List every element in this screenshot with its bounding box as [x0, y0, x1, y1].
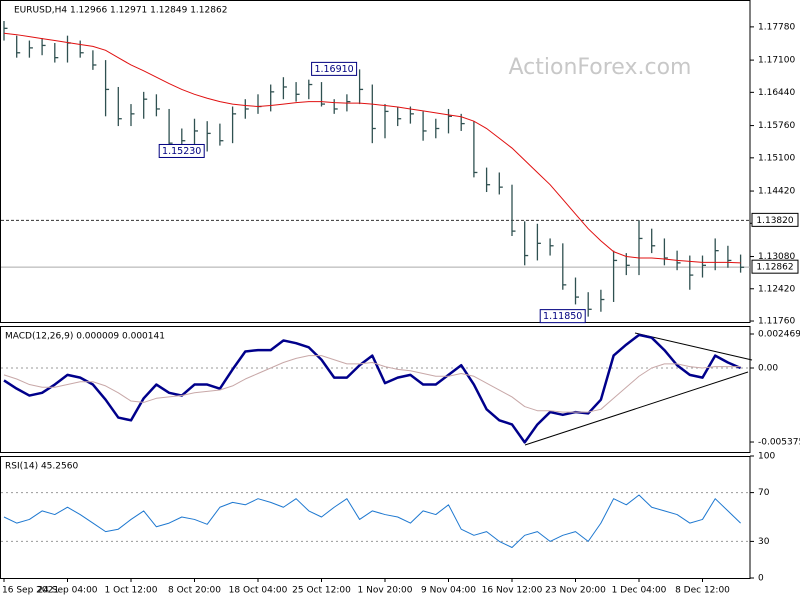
x-tick-label: 8 Oct 20:00	[168, 586, 221, 596]
panel-frame	[0, 326, 751, 453]
indicator-line	[3, 355, 741, 413]
price-annotation: 1.15230	[162, 146, 201, 157]
y-tick-label: 1.11760	[758, 317, 795, 327]
x-tick-label: 9 Nov 04:00	[421, 586, 476, 596]
price-annotation: 1.16910	[314, 64, 353, 75]
y-tick-label: 1.14420	[758, 187, 795, 197]
y-tick-label: 0.00	[758, 364, 778, 374]
x-tick-label: 8 Dec 12:00	[675, 586, 730, 596]
y-tick-label: 1.13080	[758, 252, 795, 262]
panel-title: MACD(12,26,9) 0.000009 0.000141	[5, 332, 165, 342]
y-tick-label: -0.005375	[758, 438, 800, 448]
y-tick-label: 70	[758, 488, 770, 498]
level-label: 1.13820	[756, 216, 793, 226]
x-tick-label: 18 Oct 04:00	[229, 586, 288, 596]
x-tick-label: 1 Oct 12:00	[105, 586, 158, 596]
indicator-line	[3, 494, 741, 548]
y-tick-label: 100	[758, 452, 775, 462]
panel-title: RSI(14) 45.2560	[5, 462, 78, 472]
watermark: ActionForex.com	[509, 55, 692, 80]
price-annotation-box	[158, 143, 205, 158]
price-annotation-box	[311, 61, 358, 76]
x-tick-label: 25 Oct 12:00	[292, 586, 351, 596]
level-label-box	[751, 212, 799, 227]
y-tick-label: 1.16440	[758, 88, 795, 98]
y-tick-label: 30	[758, 537, 770, 547]
price-annotation: 1.11850	[543, 311, 582, 322]
panel-frame	[0, 0, 751, 323]
trend-line	[524, 371, 749, 446]
y-tick-label: 1.15100	[758, 153, 795, 163]
trend-line	[634, 332, 753, 361]
y-tick-label: 1.17780	[758, 22, 795, 32]
indicator-line	[3, 333, 742, 444]
level-label: 1.12862	[756, 263, 793, 273]
y-tick-label: 0	[758, 574, 764, 584]
y-tick-label: 0.002469	[758, 330, 800, 340]
x-tick-label: 23 Nov 20:00	[545, 586, 606, 596]
y-tick-label: 1.15760	[758, 121, 795, 131]
panel-frame	[0, 456, 751, 579]
x-tick-label: 16 Sep 2021	[2, 586, 59, 596]
y-tick-label: 1.17100	[758, 56, 795, 66]
x-tick-label: 24 Sep 04:00	[37, 586, 97, 596]
y-tick-label: 1.12420	[758, 284, 795, 294]
price-annotation-box	[539, 309, 586, 324]
x-tick-label: 1 Dec 04:00	[612, 586, 667, 596]
panel-title: EURUSD,H4 1.12966 1.12971 1.12849 1.1286…	[14, 6, 227, 16]
moving-average	[3, 32, 741, 264]
level-label-box	[751, 259, 799, 274]
x-tick-label: 16 Nov 12:00	[482, 586, 543, 596]
x-tick-label: 1 Nov 20:00	[358, 586, 413, 596]
